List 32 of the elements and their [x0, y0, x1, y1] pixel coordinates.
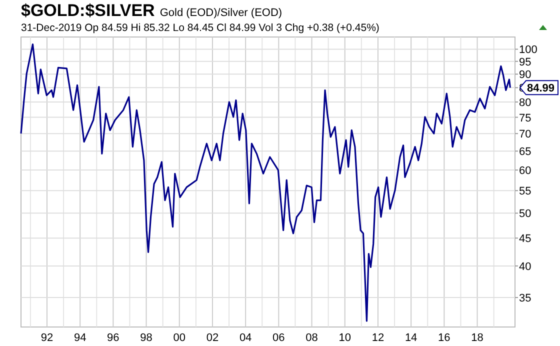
- y-tick-label: 45: [519, 233, 532, 246]
- y-tick-label: 75: [519, 112, 532, 124]
- x-tick-label: 04: [239, 332, 252, 344]
- y-tick-label: 65: [519, 146, 532, 158]
- y-tick-label: 60: [519, 165, 532, 178]
- x-tick-label: 96: [107, 332, 120, 344]
- x-tick-label: 16: [438, 332, 450, 344]
- y-tick-label: 55: [519, 186, 532, 198]
- x-tick-label: 02: [206, 332, 219, 344]
- text: 31-Dec-2019 Op 84.59 Hi 85.32 Lo 84.45 Cl 84.99 Vol 3 Chg +0.38 (+0.45%): [21, 22, 380, 34]
- y-tick-label: 50: [519, 208, 532, 220]
- x-tick-label: 94: [74, 332, 86, 344]
- x-tick-label: 08: [306, 332, 318, 344]
- x-tick-label: 92: [40, 332, 54, 344]
- chart-subtitle: Gold (EOD)/Silver (EOD): [160, 7, 282, 19]
- x-tick-label: 18: [471, 332, 484, 344]
- y-tick-label: 35: [519, 292, 532, 305]
- y-tick-label: 70: [519, 128, 532, 141]
- x-tick-label: 14: [404, 332, 418, 344]
- x-tick-label: 12: [372, 332, 384, 344]
- y-tick-label: 100: [519, 44, 538, 56]
- chart-title: $GOLD:$SILVER: [21, 1, 155, 20]
- x-tick-label: 10: [338, 332, 351, 344]
- x-tick-label: 06: [272, 332, 285, 344]
- y-tick-label: 80: [519, 96, 532, 109]
- x-tick-label: 98: [140, 332, 152, 344]
- text: 84.99: [527, 82, 555, 95]
- y-tick-label: 95: [519, 56, 532, 68]
- x-tick-label: 00: [173, 332, 186, 344]
- y-tick-label: 90: [519, 69, 532, 82]
- y-tick-label: 40: [519, 260, 532, 273]
- line-series: [20, 44, 511, 322]
